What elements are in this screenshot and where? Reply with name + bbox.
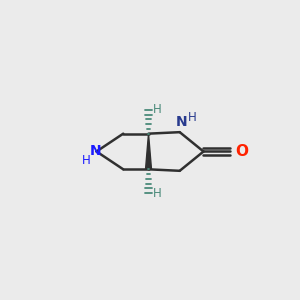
Text: N: N xyxy=(90,144,102,158)
Text: H: H xyxy=(188,111,197,124)
Text: O: O xyxy=(236,144,249,159)
Text: H: H xyxy=(82,154,91,167)
Text: N: N xyxy=(176,115,187,129)
Polygon shape xyxy=(146,134,152,169)
Text: H: H xyxy=(153,103,162,116)
Text: H: H xyxy=(153,187,162,200)
